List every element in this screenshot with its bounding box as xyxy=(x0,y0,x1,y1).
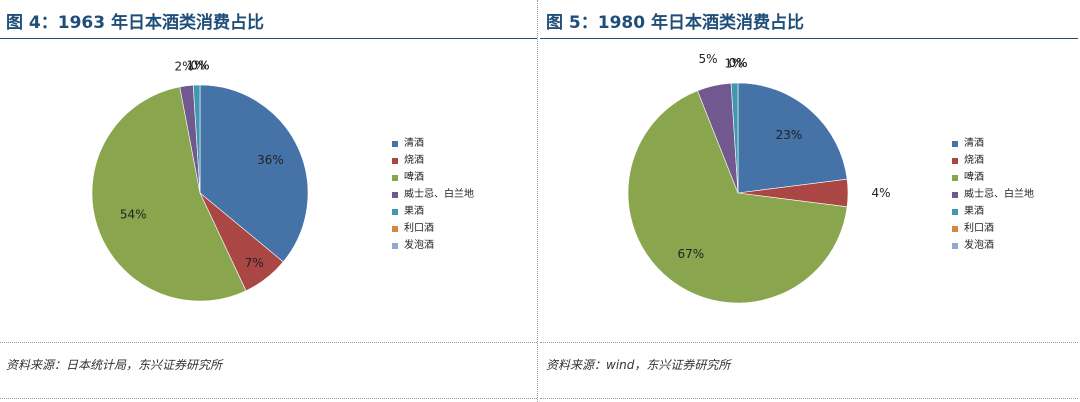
chart-bottom-rule xyxy=(0,342,537,343)
chart-legend: 清酒烧酒啤酒威士忌、白兰地 果酒利口酒发泡酒 xyxy=(952,135,1034,254)
legend-swatch xyxy=(392,208,398,215)
chart-panel-1980: 图 5：1980 年日本酒类消费占比 23% 4% 67% 5% 1% 0% 0% 清酒 烧酒… xyxy=(540,0,1078,402)
chart-legend: 清酒烧酒啤酒威士忌、白兰地 果酒利口酒发泡酒 xyxy=(392,135,474,254)
legend-item-3: 啤酒 xyxy=(952,169,1034,186)
legend-item-1: 清酒 xyxy=(952,135,1034,152)
legend-item-5: 果酒 xyxy=(392,203,474,220)
title-rule xyxy=(540,38,1078,39)
legend-item-2: 烧酒 xyxy=(952,152,1034,169)
slice-label-3: 54% xyxy=(120,208,147,222)
legend-swatch xyxy=(952,208,958,215)
legend-label: 发泡酒 xyxy=(964,240,994,251)
legend-item-3: 啤酒 xyxy=(392,169,474,186)
legend-label: 利口酒 xyxy=(964,223,994,234)
pie-slice-5 xyxy=(192,84,201,194)
pie-slice-3 xyxy=(627,90,848,304)
legend-label: 威士忌、白兰地 xyxy=(404,189,474,200)
legend-item-2: 烧酒 xyxy=(392,152,474,169)
legend-item-4: 威士忌、白兰地 xyxy=(392,186,474,203)
legend-item-1: 清酒 xyxy=(392,135,474,152)
slice-label-7: 0% xyxy=(190,59,209,73)
legend-swatch xyxy=(392,157,398,164)
legend-label: 烧酒 xyxy=(404,155,424,166)
slice-label-7: 0% xyxy=(728,56,747,70)
slice-label-1: 23% xyxy=(776,128,803,142)
legend-item-4: 威士忌、白兰地 xyxy=(952,186,1034,203)
legend-label: 果酒 xyxy=(404,206,424,217)
chart-source: 资料来源：wind，东兴证券研究所 xyxy=(546,358,731,372)
legend-swatch xyxy=(952,191,958,198)
legend-swatch xyxy=(392,140,398,147)
pie-chart-1980: 23%4%67%5% 1%0%0% xyxy=(627,52,891,304)
slice-label-2: 7% xyxy=(245,256,264,270)
footer-rule xyxy=(0,398,537,399)
pie-chart-1963: 36%7%54%2%1%0%0% xyxy=(91,59,309,302)
pie-slice-1 xyxy=(199,84,309,263)
chart-title: 图 5：1980 年日本酒类消费占比 xyxy=(546,13,804,33)
legend-label: 烧酒 xyxy=(964,155,984,166)
legend-swatch xyxy=(392,174,398,181)
legend-item-6: 利口酒 xyxy=(392,220,474,237)
slice-label-3: 67% xyxy=(677,247,704,261)
legend-swatch xyxy=(952,242,958,249)
legend-item-5: 果酒 xyxy=(952,203,1034,220)
chart-panel-1963: 图 4：1963 年日本酒类消费占比 36% 7% 54% 2% 1% 0% 0% 清酒 烧酒… xyxy=(0,0,538,402)
slice-label-5: 1% xyxy=(186,59,205,73)
slice-label-1: 36% xyxy=(257,153,284,167)
legend-label: 清酒 xyxy=(964,138,984,149)
legend-swatch xyxy=(392,191,398,198)
pie-slice-3 xyxy=(91,86,247,302)
legend-label: 啤酒 xyxy=(404,172,424,183)
legend-label: 啤酒 xyxy=(964,172,984,183)
chart-title: 图 4：1963 年日本酒类消费占比 xyxy=(6,13,264,33)
legend-swatch xyxy=(952,140,958,147)
legend-swatch xyxy=(952,174,958,181)
legend-swatch xyxy=(952,225,958,232)
pie-slice-5 xyxy=(730,82,739,194)
legend-label: 利口酒 xyxy=(404,223,434,234)
legend-label: 果酒 xyxy=(964,206,984,217)
legend-label: 清酒 xyxy=(404,138,424,149)
legend-item-7: 发泡酒 xyxy=(952,237,1034,254)
title-rule xyxy=(0,38,537,39)
slice-label-2: 4% xyxy=(871,186,890,200)
slice-label-4: 5% xyxy=(698,52,717,66)
legend-item-7: 发泡酒 xyxy=(392,237,474,254)
legend-swatch xyxy=(392,242,398,249)
slice-label-5: 1% xyxy=(724,56,743,70)
legend-swatch xyxy=(392,225,398,232)
footer-rule xyxy=(540,398,1078,399)
slice-label-4: 2% xyxy=(174,60,193,74)
chart-source: 资料来源：日本统计局，东兴证券研究所 xyxy=(6,358,223,372)
slice-label-6: 0% xyxy=(728,56,747,70)
legend-swatch xyxy=(952,157,958,164)
legend-item-6: 利口酒 xyxy=(952,220,1034,237)
pie-slice-1 xyxy=(737,82,848,194)
legend-label: 发泡酒 xyxy=(404,240,434,251)
slice-label-6: 0% xyxy=(190,59,209,73)
legend-label: 威士忌、白兰地 xyxy=(964,189,1034,200)
chart-bottom-rule xyxy=(540,342,1078,343)
